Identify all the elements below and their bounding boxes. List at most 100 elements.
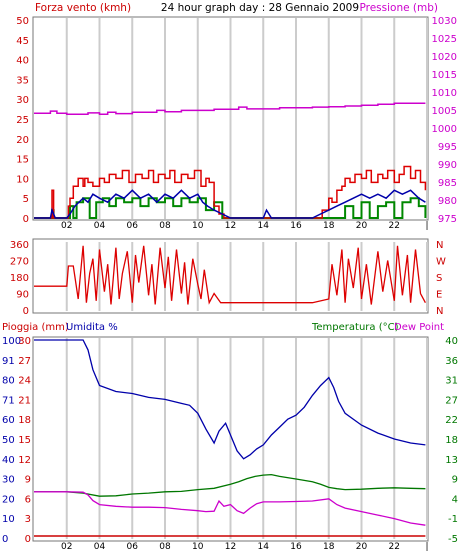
y-tick-pressure: 1025 bbox=[432, 34, 457, 45]
x-tick-label: 22 bbox=[389, 221, 400, 231]
x-tick-label: 18 bbox=[323, 221, 335, 231]
y-tick-wind: 5 bbox=[23, 194, 29, 205]
series-pressure bbox=[34, 102, 426, 116]
y-tick-humidity: 60 bbox=[2, 415, 15, 426]
x-tick-label: 04 bbox=[94, 542, 106, 552]
y-tick-rain: 6 bbox=[25, 494, 31, 505]
x-tick-label: 06 bbox=[127, 542, 139, 552]
x-tick-label: 14 bbox=[258, 542, 270, 552]
y-tick-wind: 20 bbox=[16, 135, 29, 146]
y-tick-temperature: 4 bbox=[452, 494, 458, 505]
y-tick-pressure: 1015 bbox=[432, 70, 457, 81]
y-tick-humidity: 71 bbox=[2, 395, 15, 406]
y-tick-humidity: 40 bbox=[2, 455, 15, 466]
y-tick-pressure: 1005 bbox=[432, 106, 457, 117]
y-tick-direction: 180 bbox=[10, 273, 29, 284]
x-tick-label: 04 bbox=[94, 221, 106, 231]
series-wind-direction bbox=[34, 245, 426, 305]
x-tick-label: 08 bbox=[159, 542, 171, 552]
temperature-label: Temperatura (°C) bbox=[311, 322, 399, 333]
y-tick-pressure: 980 bbox=[438, 196, 457, 207]
y-tick-compass: N bbox=[436, 240, 443, 251]
pressure-label: Pressione (mb) bbox=[359, 2, 438, 14]
y-tick-wind: 25 bbox=[16, 115, 29, 126]
series-wind-avg bbox=[34, 189, 426, 219]
x-tick-label: 12 bbox=[225, 542, 236, 552]
wind-speed-label: Forza vento (kmh) bbox=[35, 2, 131, 14]
x-tick-label: | bbox=[425, 542, 428, 552]
y-tick-direction: 270 bbox=[10, 257, 29, 268]
y-tick-rain: 3 bbox=[25, 514, 31, 525]
y-tick-rain: 18 bbox=[18, 415, 31, 426]
y-tick-humidity: 50 bbox=[2, 435, 15, 446]
y-tick-rain: 24 bbox=[18, 376, 31, 387]
y-tick-direction: 0 bbox=[23, 306, 29, 317]
x-tick-label: 02 bbox=[61, 542, 72, 552]
y-tick-humidity: 30 bbox=[2, 475, 15, 486]
x-tick-label: 08 bbox=[159, 221, 171, 231]
y-tick-pressure: 985 bbox=[438, 178, 457, 189]
y-tick-rain: 21 bbox=[18, 395, 31, 406]
y-tick-pressure: 1020 bbox=[432, 52, 457, 63]
y-tick-rain: 12 bbox=[18, 455, 31, 466]
y-tick-compass: S bbox=[436, 273, 442, 284]
x-tick-label: 12 bbox=[225, 221, 236, 231]
x-tick-label: 14 bbox=[258, 221, 270, 231]
y-tick-wind: 45 bbox=[16, 36, 29, 47]
y-tick-wind: 35 bbox=[16, 75, 29, 86]
y-tick-direction: 360 bbox=[10, 240, 29, 251]
graph-title: 24 hour graph day : 28 Gennaio 2009 bbox=[161, 2, 359, 14]
y-tick-temperature: 36 bbox=[445, 356, 458, 367]
x-tick-label: 02 bbox=[61, 221, 72, 231]
y-tick-humidity: 100 bbox=[2, 336, 21, 347]
y-tick-rain: 15 bbox=[18, 435, 31, 446]
x-tick-label: | bbox=[425, 221, 428, 231]
y-tick-humidity: 10 bbox=[2, 514, 15, 525]
y-tick-pressure: 1030 bbox=[432, 16, 457, 27]
y-tick-pressure: 995 bbox=[438, 142, 457, 153]
y-tick-pressure: 990 bbox=[438, 160, 457, 171]
x-tick-label: 20 bbox=[356, 221, 368, 231]
y-tick-temperature: 27 bbox=[445, 395, 458, 406]
x-tick-label: 22 bbox=[389, 542, 400, 552]
rain-label: Pioggia (mm) bbox=[2, 322, 69, 333]
y-tick-temperature: 22 bbox=[445, 415, 458, 426]
y-tick-rain: 30 bbox=[18, 336, 31, 347]
series-dewpoint bbox=[34, 491, 426, 526]
y-tick-wind: 0 bbox=[23, 214, 29, 225]
y-tick-temperature: -1 bbox=[448, 514, 458, 525]
x-tick-label: 20 bbox=[356, 542, 368, 552]
humidity-label: Umidita % bbox=[66, 322, 118, 333]
series-humidity bbox=[34, 339, 426, 460]
y-tick-pressure: 975 bbox=[438, 214, 457, 225]
x-tick-label: 16 bbox=[290, 221, 302, 231]
y-tick-temperature: 13 bbox=[445, 455, 458, 466]
y-tick-rain: 9 bbox=[25, 475, 31, 486]
y-tick-rain: 27 bbox=[18, 356, 31, 367]
y-tick-pressure: 1000 bbox=[432, 124, 457, 135]
y-tick-compass: W bbox=[436, 257, 446, 268]
y-tick-humidity: 0 bbox=[2, 534, 8, 545]
y-tick-pressure: 1010 bbox=[432, 88, 457, 99]
y-tick-humidity: 80 bbox=[2, 376, 15, 387]
y-tick-compass: E bbox=[436, 290, 442, 301]
axis-labels: 02 04 06 08 10 12 14 16 18 20 22 |02 04 06 08 10 12 14 16 1… bbox=[2, 16, 458, 552]
x-tick-label: 10 bbox=[192, 221, 204, 231]
x-tick-label: 18 bbox=[323, 542, 335, 552]
y-tick-direction: 90 bbox=[16, 290, 29, 301]
y-tick-temperature: 40 bbox=[445, 336, 458, 347]
y-tick-wind: 10 bbox=[16, 174, 29, 185]
y-tick-wind: 50 bbox=[16, 16, 29, 27]
y-tick-temperature: 18 bbox=[445, 435, 458, 446]
y-tick-humidity: 20 bbox=[2, 494, 15, 505]
y-tick-compass: N bbox=[436, 306, 443, 317]
data-series bbox=[34, 102, 427, 537]
y-tick-wind: 40 bbox=[16, 56, 29, 67]
y-tick-wind: 30 bbox=[16, 95, 29, 106]
y-tick-temperature: -5 bbox=[448, 534, 458, 545]
x-tick-label: 16 bbox=[290, 542, 302, 552]
x-tick-label: 10 bbox=[192, 542, 204, 552]
y-tick-rain: 0 bbox=[25, 534, 31, 545]
